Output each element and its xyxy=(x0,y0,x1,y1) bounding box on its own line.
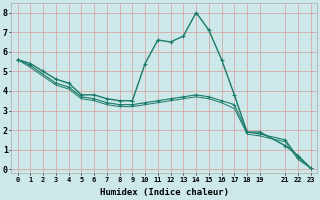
X-axis label: Humidex (Indice chaleur): Humidex (Indice chaleur) xyxy=(100,188,229,197)
